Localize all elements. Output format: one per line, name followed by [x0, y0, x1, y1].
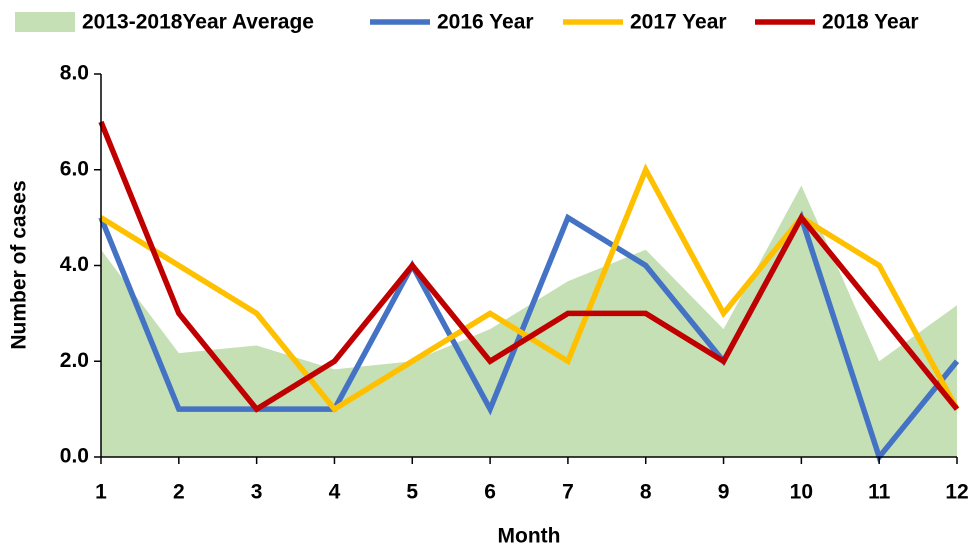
y-tick-label: 0.0	[60, 445, 89, 468]
x-tick-label: 8	[640, 481, 652, 504]
line	[98, 120, 960, 413]
x-tick-label: 6	[484, 481, 496, 504]
legend-label: 2017 Year	[630, 11, 727, 34]
y-tick-label: 2.0	[60, 349, 89, 372]
x-tick-label: 11	[868, 481, 891, 504]
y-tick-label: 8.0	[60, 62, 89, 85]
legend-label: 2018 Year	[822, 11, 919, 34]
y-tick-label: 4.0	[60, 253, 89, 276]
x-tick-label: 4	[329, 481, 341, 504]
x-tick-label: 12	[945, 481, 968, 504]
x-axis-title: Month	[498, 525, 561, 548]
y-axis-title: Number of cases	[8, 180, 31, 349]
x-tick-label: 7	[562, 481, 574, 504]
legend-label: 2016 Year	[437, 11, 534, 34]
x-tick-label: 1	[95, 481, 107, 504]
legend-label: 2013-2018Year Average	[82, 11, 314, 34]
x-tick-label: 9	[718, 481, 730, 504]
x-tick-label: 10	[790, 481, 813, 504]
line	[98, 210, 960, 463]
area	[101, 185, 957, 457]
x-tick-label: 5	[406, 481, 418, 504]
x-tick-label: 2	[173, 481, 185, 504]
y-tick-label: 6.0	[60, 157, 89, 180]
x-tick-label: 3	[251, 481, 263, 504]
legend-swatch	[15, 12, 75, 32]
